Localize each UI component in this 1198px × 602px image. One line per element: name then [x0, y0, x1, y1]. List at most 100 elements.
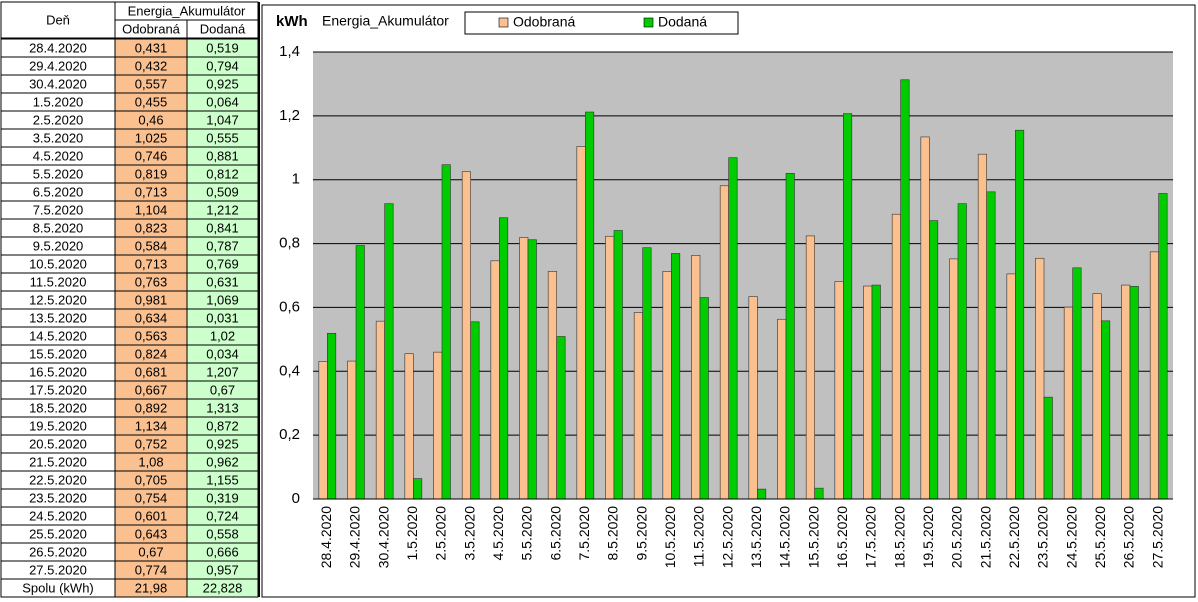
header-cell: Dodaná — [200, 21, 246, 36]
value-cell: 0,584 — [135, 238, 168, 253]
value-cell: 1,025 — [135, 130, 168, 145]
bar — [699, 297, 709, 500]
date-cell: 8.5.2020 — [33, 220, 84, 235]
value-cell: 1,207 — [206, 364, 239, 379]
bar — [633, 312, 643, 500]
bar — [986, 191, 996, 500]
date-cell: 10.5.2020 — [29, 256, 87, 271]
date-cell: 12.5.2020 — [29, 292, 87, 307]
value-cell: 1,047 — [206, 112, 239, 127]
bar — [1043, 396, 1053, 500]
value-cell: 0,563 — [135, 328, 168, 343]
value-cell: 0,957 — [206, 562, 239, 577]
bar — [691, 255, 701, 500]
x-tick-label: 11.5.2020 — [691, 506, 707, 567]
value-cell: 0,557 — [135, 76, 168, 91]
bar — [719, 185, 729, 500]
value-cell: 0,819 — [135, 166, 168, 181]
value-cell: 0,555 — [206, 130, 239, 145]
date-cell: 20.5.2020 — [29, 436, 87, 451]
legend — [464, 11, 739, 35]
x-tick-label: 25.5.2020 — [1092, 506, 1108, 568]
x-tick-label: 2.5.2020 — [433, 506, 449, 561]
x-tick-label: 29.4.2020 — [347, 506, 363, 568]
date-cell: 1.5.2020 — [33, 94, 84, 109]
date-cell: 11.5.2020 — [30, 274, 87, 289]
value-cell: 0,794 — [206, 58, 239, 73]
header-cell: Odobraná — [122, 21, 181, 36]
bar — [556, 336, 566, 500]
bar — [748, 296, 758, 500]
date-cell: 18.5.2020 — [29, 400, 87, 415]
value-cell: 0,519 — [206, 40, 239, 55]
x-tick-label: 13.5.2020 — [748, 506, 764, 568]
x-tick-label: 24.5.2020 — [1063, 506, 1079, 568]
bar — [662, 271, 672, 500]
header-cell: Deň — [46, 12, 70, 27]
value-cell: 0,46 — [138, 112, 163, 127]
value-cell: 0,631 — [206, 274, 239, 289]
y-tick-label: 0,4 — [279, 362, 300, 379]
bar — [977, 153, 987, 500]
bar — [318, 361, 328, 500]
value-cell: 0,962 — [206, 454, 239, 469]
value-cell: 0,787 — [206, 238, 239, 253]
bar — [834, 281, 844, 500]
bar — [1149, 251, 1159, 500]
bar — [1063, 306, 1073, 500]
bar — [490, 260, 500, 500]
legend-swatch — [643, 17, 654, 28]
header-cell: Energia_Akumulátor — [128, 3, 246, 18]
x-tick-label: 22.5.2020 — [1006, 506, 1022, 568]
x-tick-label: 27.5.2020 — [1149, 506, 1165, 568]
value-cell: 0,67 — [138, 544, 163, 559]
bar — [929, 220, 939, 500]
value-cell: 0,431 — [135, 40, 168, 55]
x-tick-label: 20.5.2020 — [949, 506, 965, 568]
bar — [805, 235, 815, 500]
x-tick-label: 5.5.2020 — [519, 506, 535, 561]
date-cell: 28.4.2020 — [29, 40, 87, 55]
value-cell: 0,681 — [135, 364, 168, 379]
date-cell: 4.5.2020 — [33, 148, 84, 163]
value-cell: 0,509 — [206, 184, 239, 199]
date-cell: 7.5.2020 — [33, 202, 84, 217]
x-tick-label: 17.5.2020 — [863, 506, 879, 568]
bar — [957, 203, 967, 500]
value-cell: 0,031 — [206, 310, 239, 325]
x-tick-label: 3.5.2020 — [461, 506, 477, 561]
value-cell: 0,981 — [135, 292, 168, 307]
y-axis-label: kWh — [276, 13, 308, 30]
x-tick-label: 8.5.2020 — [605, 506, 621, 561]
bar — [757, 488, 767, 500]
date-cell: 13.5.2020 — [29, 310, 87, 325]
value-cell: 1,104 — [135, 202, 168, 217]
date-cell: 6.5.2020 — [33, 184, 84, 199]
bar — [642, 247, 652, 500]
bar — [871, 284, 881, 500]
bar — [1101, 320, 1111, 500]
bar — [441, 164, 451, 500]
bar — [404, 353, 414, 500]
date-cell: 21.5.2020 — [29, 454, 87, 469]
x-tick-label: 10.5.2020 — [662, 506, 678, 568]
value-cell: 0,634 — [135, 310, 168, 325]
value-cell: 0,064 — [206, 94, 239, 109]
date-cell: 16.5.2020 — [29, 364, 87, 379]
bar — [355, 245, 365, 500]
value-cell: 0,034 — [206, 346, 239, 361]
total-label: Spolu (kWh) — [22, 580, 94, 595]
x-tick-label: 9.5.2020 — [633, 506, 649, 561]
bar — [949, 258, 959, 500]
y-tick-label: 0,8 — [279, 235, 300, 252]
y-tick-label: 1,2 — [279, 107, 300, 124]
bar — [613, 230, 623, 500]
value-cell: 0,754 — [135, 490, 168, 505]
value-cell: 0,432 — [135, 58, 168, 73]
x-tick-label: 12.5.2020 — [719, 506, 735, 568]
x-tick-label: 23.5.2020 — [1035, 506, 1051, 568]
value-cell: 0,705 — [135, 472, 168, 487]
x-tick-label: 21.5.2020 — [977, 506, 993, 568]
value-cell: 0,713 — [135, 256, 168, 271]
bar — [327, 332, 337, 500]
